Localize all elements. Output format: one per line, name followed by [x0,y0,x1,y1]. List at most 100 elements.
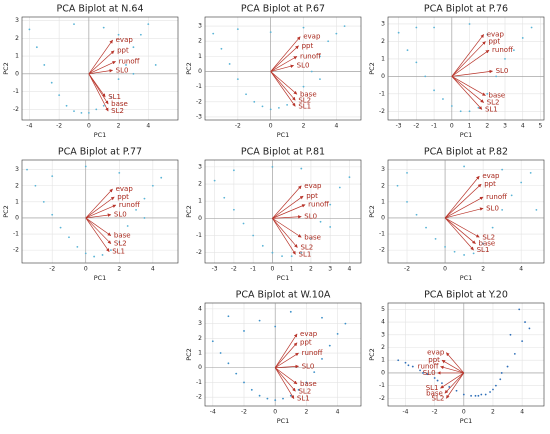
data-point [321,358,323,360]
data-point [80,111,83,114]
loading-arrow [272,218,298,248]
y-tick-label: -1 [13,231,19,238]
data-point [433,377,436,379]
data-point [494,384,497,387]
y-tick-label: -1 [379,231,385,238]
loading-arrow [451,41,486,77]
x-tick-label: 5 [539,123,543,130]
loading-arrow [88,69,113,75]
loading-arrow [88,73,109,112]
data-point [68,236,70,239]
data-point [227,362,230,365]
data-point [321,316,323,319]
y-tick-label: -2 [196,249,202,256]
plot-frame [21,159,179,264]
loading-label: SL2 [298,96,311,104]
loading-arrow [274,342,298,368]
y-tick-label: 3 [198,23,202,30]
loading-arrow [274,367,295,399]
loading-label: SL1 [426,384,439,392]
y-tick-label: 1 [381,357,385,364]
data-point [258,394,261,397]
loading-label: base [489,92,506,100]
y-axis-label: PC2 [2,205,10,218]
data-point [484,393,487,396]
data-point [521,340,524,343]
data-point [50,81,53,84]
x-tick-label: 2 [309,266,313,273]
data-point [472,252,475,255]
loading-arrow [85,217,112,244]
loading-label: SL2 [482,233,495,241]
x-tick-label: 0 [462,409,466,416]
data-point [406,200,408,203]
data-point [154,64,157,66]
x-tick-label: -4 [26,123,32,130]
panel-title: PCA Biplot at P.82 [424,147,508,158]
data-point [327,40,330,43]
data-point [300,251,303,254]
data-point [459,110,462,113]
data-point [213,179,216,182]
loading-arrow [272,195,304,219]
x-tick-label: 2 [481,266,485,273]
y-axis-label: PC2 [368,348,376,361]
y-tick-label: 0 [15,70,19,77]
panel-title: PCA Biplot at P.81 [241,147,325,158]
loading-label: ppt [117,47,129,55]
data-point [102,26,105,29]
data-point [495,75,498,78]
data-point [313,371,316,374]
x-tick-label: 4 [146,123,150,130]
y-tick-label: -1 [379,90,385,97]
x-tick-label: 0 [269,123,273,130]
data-point [329,226,332,228]
loading-arrow [272,218,296,255]
loading-label: SL1 [299,250,312,258]
data-point [282,397,284,400]
loading-arrow [444,196,484,219]
loading-label: SL2 [487,99,500,107]
data-point [212,32,215,35]
y-axis-label: PC2 [185,62,193,75]
data-point [415,26,418,29]
x-tick-label: -2 [49,266,55,273]
loading-arrow [451,49,490,77]
loading-label: evap [303,33,321,41]
data-point [236,78,239,81]
panel: PCA Biplot at P.82 -2 0 2 4 -2 -1 0 1 2 3 PC1 PC2 eva… [368,147,545,282]
data-point [477,106,480,109]
data-point [482,242,485,245]
y-tick-label: -1 [196,379,202,386]
loading-label: evap [482,172,500,180]
data-point [524,321,526,323]
data-point [397,359,400,362]
loading-label: runoff [492,46,513,54]
y-tick-label: 1 [381,55,385,62]
data-point [436,379,439,382]
x-tick-label: 2 [304,409,308,416]
loading-label: base [300,380,317,388]
loading-arrow [270,71,296,101]
data-point [492,388,494,391]
data-point [84,252,87,255]
y-tick-label: 2 [198,335,202,342]
x-axis-label: PC1 [94,274,107,282]
data-point [51,213,54,216]
loading-arrow [85,213,112,219]
data-point [269,108,272,111]
data-point [245,93,247,96]
loading-label: evap [304,182,322,190]
data-point [463,254,465,256]
y-tick-label: 1 [15,53,19,60]
data-point [35,46,38,49]
loading-label: SL1 [112,248,125,256]
data-point [411,365,414,368]
panel: PCA Biplot at P.67 -2 0 2 4 -3 -2 -1 0 1 2 3 PC1 PC2 e… [185,4,362,139]
loading-arrow [270,64,295,72]
y-tick-label: 1 [381,198,385,205]
data-point [344,322,347,325]
x-tick-label: 0 [87,123,91,130]
y-tick-label: 3 [198,320,202,327]
loading-label: runoff [302,349,323,357]
